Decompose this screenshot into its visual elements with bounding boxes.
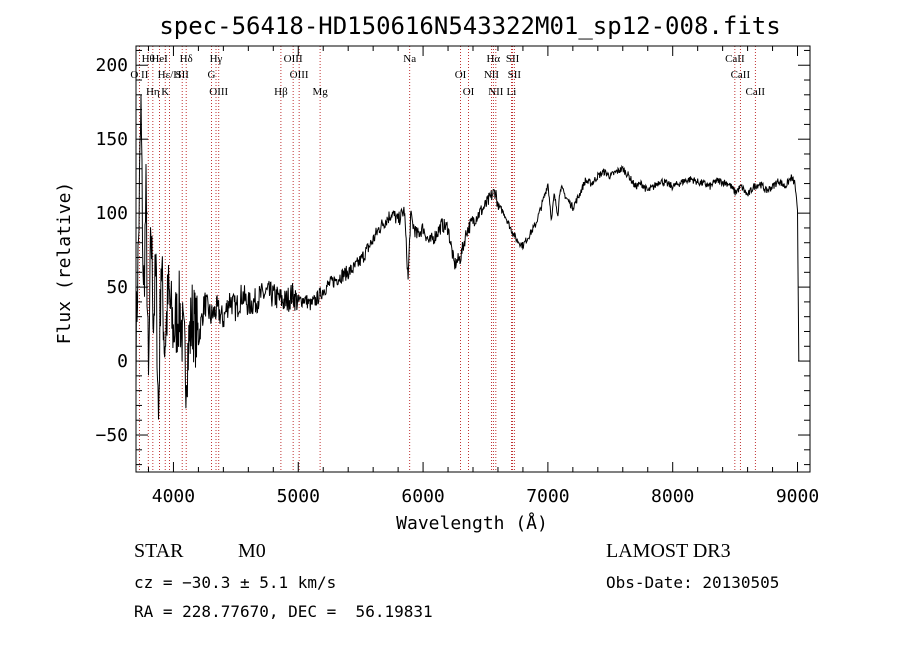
- line-label: Hε/H: [158, 69, 182, 81]
- line-label: Hβ: [274, 86, 288, 98]
- x-tick-label: 4000: [152, 486, 195, 507]
- y-tick-label: 150: [95, 129, 128, 150]
- x-tick-label: 8000: [651, 486, 694, 507]
- line-label: Hη: [146, 86, 160, 98]
- y-axis-ticks: −50 0 50 100 150 200: [95, 49, 810, 466]
- chart-title: spec-56418-HD150616N543322M01_sp12-008.f…: [159, 12, 780, 40]
- line-label: OIII: [284, 53, 303, 65]
- line-label: Hγ: [210, 53, 223, 65]
- redshift-cz: cz = −30.3 ± 5.1 km/s: [134, 573, 337, 592]
- x-tick-label: 5000: [277, 486, 320, 507]
- line-label: K: [161, 86, 169, 98]
- x-tick-label: 9000: [776, 486, 819, 507]
- y-tick-label: −50: [95, 425, 128, 446]
- object-subclass: M0: [238, 540, 266, 562]
- line-label: SII: [506, 53, 520, 65]
- x-axis-label: Wavelength (Å): [396, 512, 548, 534]
- survey-name: LAMOST DR3: [606, 540, 731, 562]
- y-tick-label: 50: [106, 277, 128, 298]
- line-label: Hθ: [142, 53, 155, 65]
- obs-date: Obs-Date: 20130505: [606, 573, 780, 592]
- line-label: CaII: [746, 86, 766, 98]
- line-label: CaII: [731, 69, 751, 81]
- line-label: Hα: [486, 53, 500, 65]
- object-class: STAR: [134, 540, 184, 562]
- x-tick-label: 7000: [526, 486, 569, 507]
- line-label: OIII: [290, 69, 309, 81]
- spectral-line-labels: HθO IIKHeIHε/HHηHδSIIOIIIHγGHβOIIIOIIIMg…: [130, 53, 765, 98]
- line-label: NII: [488, 86, 504, 98]
- y-tick-label: 0: [117, 351, 128, 372]
- line-label: Na: [403, 53, 416, 65]
- spectrum-series-line: [135, 94, 800, 420]
- line-label: OI: [455, 69, 467, 81]
- line-label: OI: [463, 86, 475, 98]
- line-label: HeI: [151, 53, 168, 65]
- line-label: Hδ: [180, 53, 193, 65]
- line-label: SII: [508, 69, 522, 81]
- line-label: OIII: [209, 86, 228, 98]
- line-label: SII: [175, 69, 189, 81]
- line-label: CaII: [725, 53, 745, 65]
- line-label: NII: [484, 69, 500, 81]
- y-tick-label: 200: [95, 55, 128, 76]
- line-label: O II: [130, 69, 148, 81]
- line-label: Mg: [312, 86, 328, 98]
- plot-frame: [135, 45, 811, 473]
- spectral-line-markers: [138, 46, 756, 472]
- y-tick-label: 100: [95, 203, 128, 224]
- y-axis-label: Flux (relative): [54, 182, 75, 345]
- line-label: Li: [507, 86, 517, 98]
- x-axis-ticks: 4000 5000 6000 7000 8000 9000: [147, 46, 819, 507]
- line-label: G: [208, 69, 216, 81]
- coordinates: RA = 228.77670, DEC = 56.19831: [134, 602, 433, 621]
- x-tick-label: 6000: [401, 486, 444, 507]
